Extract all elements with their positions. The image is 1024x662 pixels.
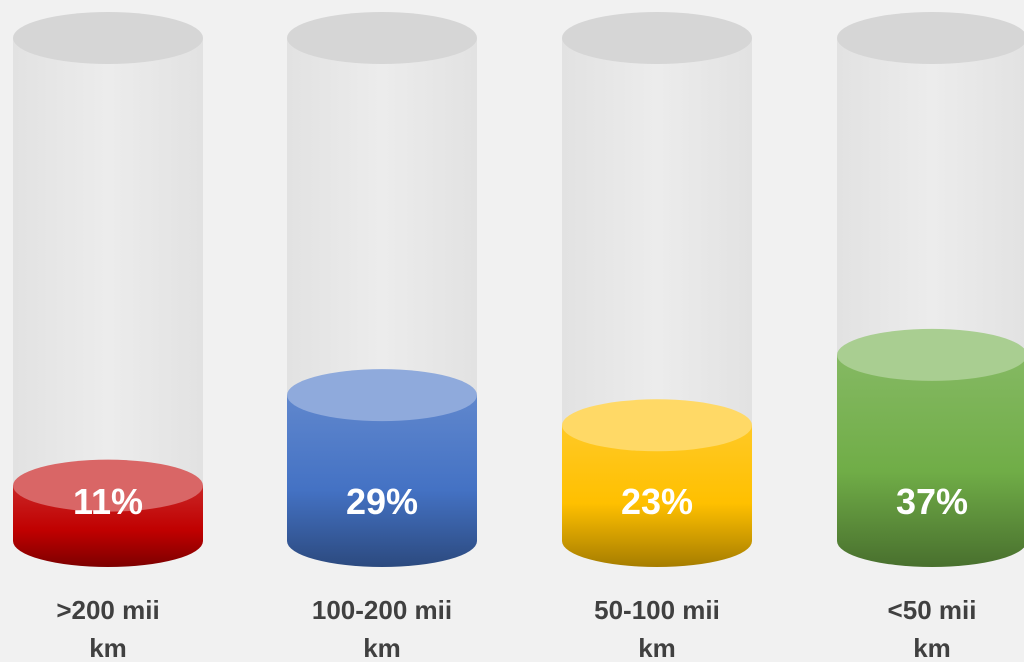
cylinder-glass-top [562, 12, 752, 64]
category-label: km [638, 633, 676, 662]
cylinder-glass [13, 38, 203, 567]
category-label: km [913, 633, 951, 662]
cylinder-glass-top [13, 12, 203, 64]
category-label: km [363, 633, 401, 662]
data-label: 29% [346, 481, 418, 522]
data-label: 23% [621, 481, 693, 522]
data-label: 37% [896, 481, 968, 522]
category-label: <50 mii [888, 595, 977, 625]
category-label: 100-200 mii [312, 595, 452, 625]
bar-top [837, 328, 1024, 381]
data-label: 11% [73, 481, 143, 522]
cylinder-glass-top [837, 12, 1024, 64]
bar [287, 395, 477, 567]
category-label: 50-100 mii [594, 595, 720, 625]
bar [562, 425, 752, 567]
category-label: >200 mii [56, 595, 159, 625]
cylinder-glass-top [287, 12, 477, 64]
bar-top [13, 459, 203, 512]
category-label-group: >200 mii km 100-200 mii km 50-100 mii km <50 m… [56, 595, 976, 662]
bar [837, 354, 1024, 567]
bar-top [287, 369, 477, 422]
cylinder-group: 11% 29% 23% 37% [13, 12, 1024, 567]
bar-top [562, 399, 752, 452]
category-label: km [89, 633, 127, 662]
